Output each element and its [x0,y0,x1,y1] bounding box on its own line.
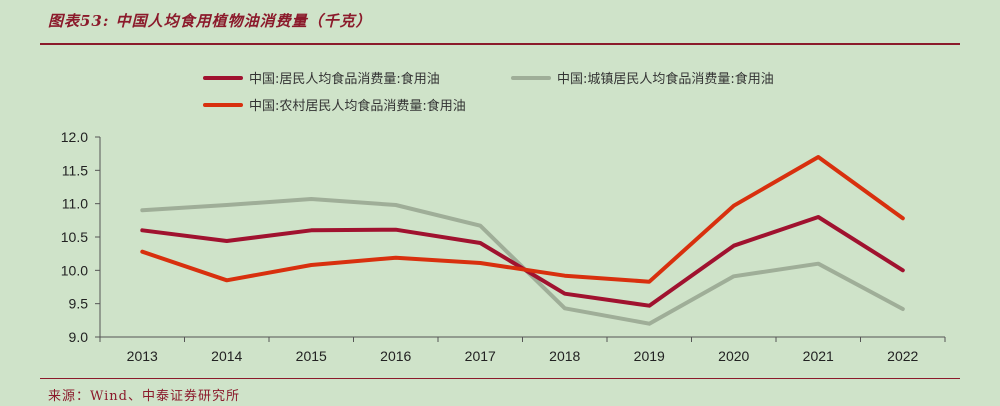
legend-label-0: 中国:居民人均食品消费量:食用油 [249,71,440,87]
x-tick-label: 2017 [465,348,496,364]
footer-divider [40,378,960,379]
x-tick-label: 2020 [718,348,749,364]
x-tick-label: 2013 [127,348,158,364]
series-line-1 [140,197,905,326]
x-tick-label: 2014 [211,348,242,364]
y-tick-label: 12.0 [61,129,88,145]
y-tick-label: 10.5 [61,229,88,245]
series-line-0 [140,215,905,308]
chart-title: 图表53: 中国人均食用植物油消费量（千克） [48,12,372,30]
title-bar: 图表53: 中国人均食用植物油消费量（千克） [0,0,1000,46]
y-tick-label: 11.5 [62,162,88,178]
x-tick-label: 2021 [803,348,834,364]
series-line-2 [140,155,905,284]
legend-label-2: 中国:农村居民人均食品消费量:食用油 [249,98,466,114]
x-tick-label: 2022 [887,348,918,364]
y-tick-label: 10.0 [61,262,88,278]
y-tick-label: 9.0 [69,329,89,345]
x-tick-label: 2016 [380,348,411,364]
x-tick-label: 2015 [296,348,327,364]
x-tick-label: 2018 [549,348,580,364]
legend-label-1: 中国:城镇居民人均食品消费量:食用油 [557,71,774,87]
x-tick-label: 2019 [634,348,665,364]
title-divider [40,43,960,45]
y-tick-label: 11.0 [62,196,88,212]
source-note: 来源：Wind、中泰证券研究所 [48,389,240,404]
y-tick-label: 9.5 [69,296,89,312]
